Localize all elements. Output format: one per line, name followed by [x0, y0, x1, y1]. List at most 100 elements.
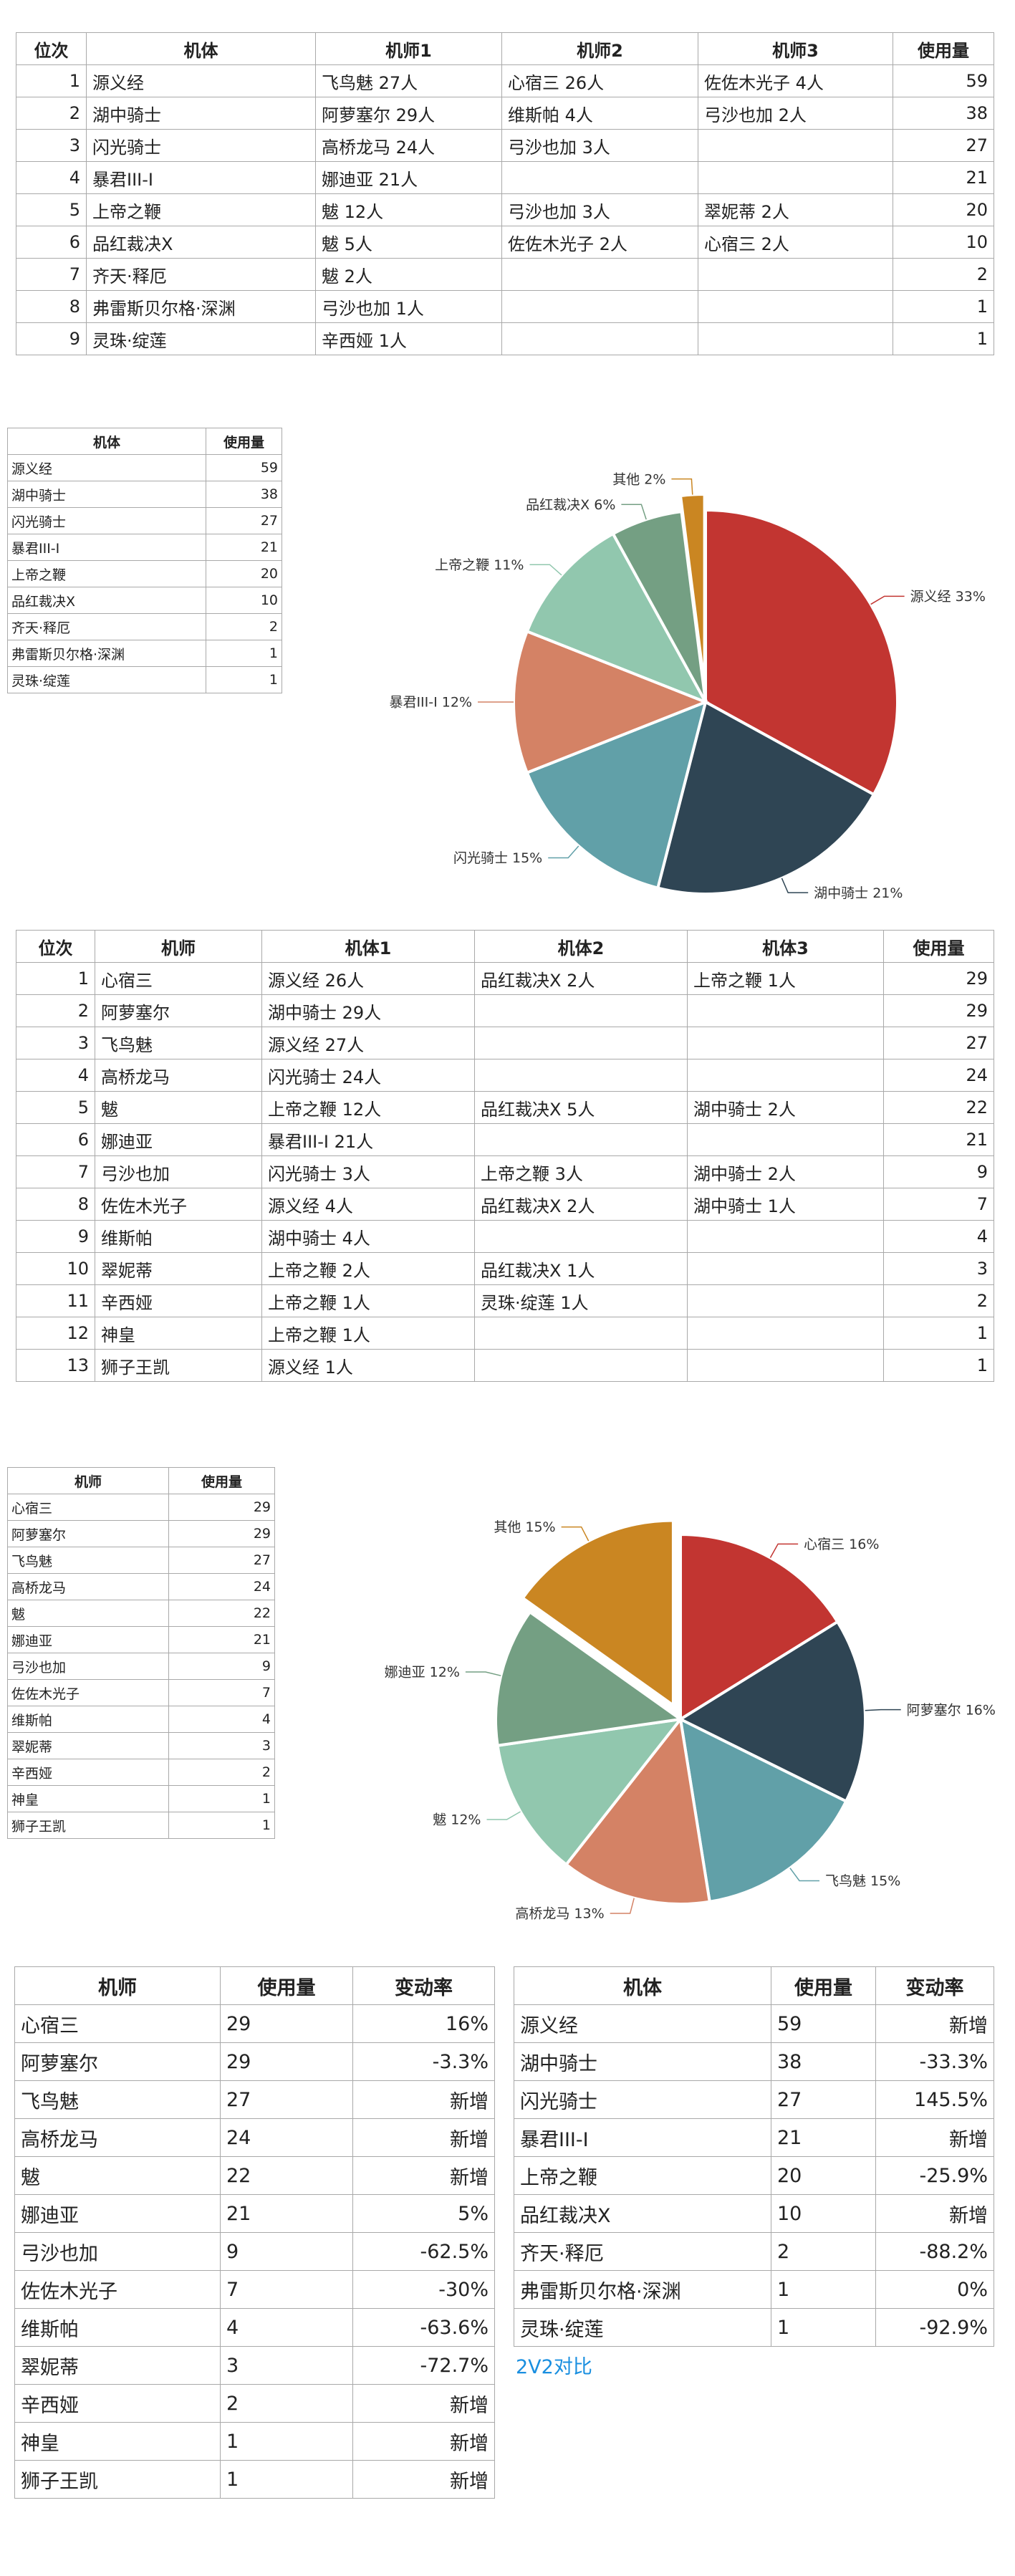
table-row: 弗雷斯贝尔格·深渊 1: [7, 640, 282, 667]
table-cell: 3: [168, 1732, 275, 1759]
pie-slice: [525, 699, 708, 890]
table-cell: 1: [893, 322, 994, 355]
table-cell: 维斯帕: [7, 1706, 169, 1733]
table-cell: 阿萝塞尔 29人: [315, 97, 502, 130]
column-header: 使用量: [206, 428, 282, 455]
column-header: 机体3: [687, 930, 884, 963]
table-cell: 维斯帕: [95, 1220, 262, 1253]
table-cell: 0%: [875, 2270, 994, 2309]
table-cell: 灵珠·绽莲 1人: [474, 1284, 688, 1317]
table-cell: 13: [16, 1349, 95, 1382]
table-row: 齐天·释厄 2 -88.2%: [514, 2232, 994, 2271]
table-header-row: 机体 使用量: [7, 428, 282, 455]
table-cell: [474, 1220, 688, 1253]
table-row: 5 上帝之鞭魃 12人 弓沙也加 3人 翠妮蒂 2人 20: [16, 193, 994, 226]
pilot-usage-pie-chart: 心宿三 16% 阿萝塞尔 16% 飞鸟魅 15% 高桥龙马 13% 魃 12% 娜迪亚 1…: [385, 1519, 996, 1922]
table-row: 源义经 59 新增: [514, 2004, 994, 2043]
pie-slice: [512, 629, 710, 775]
table-cell: 高桥龙马: [95, 1059, 262, 1092]
table-row: 3 飞鸟魅 源义经 27人 27: [16, 1027, 994, 1059]
2v2-compare-link[interactable]: 2V2对比: [516, 2356, 592, 2378]
table-cell: 1: [220, 2422, 353, 2461]
pie-label-line: [465, 1671, 501, 1676]
table-cell: 上帝之鞭: [514, 2156, 771, 2195]
table-row: 闪光骑士 27 145.5%: [514, 2080, 994, 2119]
table-cell: 12: [16, 1317, 95, 1350]
table-cell: 湖中骑士: [86, 97, 316, 130]
table-cell: 佐佐木光子 4人: [698, 64, 893, 97]
table-cell: 2: [16, 97, 87, 130]
table-cell: 源义经 1人: [261, 1349, 475, 1382]
table-cell: 5: [16, 193, 87, 226]
table-cell: [501, 258, 698, 291]
table-cell: 湖中骑士 2人: [687, 1155, 884, 1188]
column-header: 位次: [16, 32, 87, 65]
table-cell: 心宿三: [7, 1494, 169, 1521]
table-cell: 辛西娅: [7, 1759, 169, 1786]
table-cell: 3: [16, 129, 87, 162]
pie-slice: [494, 1610, 685, 1747]
table-row: 心宿三 29 16%: [14, 2004, 495, 2043]
column-header: 机体: [514, 1966, 771, 2005]
table-cell: 11: [16, 1284, 95, 1317]
table-cell: 8: [16, 1188, 95, 1221]
table-row: 6 娜迪亚 暴君III-I 21人 21: [16, 1123, 994, 1156]
table-row: 弗雷斯贝尔格·深渊 1 0%: [514, 2270, 994, 2309]
table-cell: 3: [220, 2346, 353, 2385]
table-row: 弓沙也加 9 -62.5%: [14, 2232, 495, 2271]
table-cell: 16%: [352, 2004, 495, 2043]
table-cell: 阿萝塞尔: [95, 994, 262, 1027]
table-cell: 4: [16, 1059, 95, 1092]
table-row: 9 维斯帕 湖中骑士 4人 4: [16, 1220, 994, 1253]
table-cell: 维斯帕 4人: [501, 97, 698, 130]
pie-label-line: [671, 478, 693, 495]
column-header: 变动率: [875, 1966, 994, 2005]
pie-label-line: [548, 845, 579, 859]
table-cell: 源义经: [7, 454, 206, 481]
pie-slice: [525, 532, 709, 705]
pie-slice: [704, 508, 899, 797]
table-cell: 27: [893, 129, 994, 162]
table-cell: 21: [206, 534, 282, 561]
table-cell: 上帝之鞭 2人: [261, 1252, 475, 1285]
table-cell: 27: [220, 2080, 353, 2119]
table-cell: 22: [220, 2156, 353, 2195]
pie-slice-label: 娜迪亚 12%: [385, 1665, 460, 1681]
column-header: 使用量: [771, 1966, 876, 2005]
table-row: 1 心宿三 源义经 26人 品红裁决X 2人 上帝之鞭 1人 29: [16, 962, 994, 995]
mech-change-table: 机体 使用量 变动率 源义经 59 新增 湖中骑士 38 -33.3% 闪光骑士 27 145.5%…: [514, 1966, 994, 2347]
column-header: 位次: [16, 930, 95, 963]
table-header-row: 机师 使用量: [7, 1467, 275, 1494]
table-cell: 24: [168, 1573, 275, 1600]
table-cell: -72.7%: [352, 2346, 495, 2385]
table-row: 翠妮蒂 3: [7, 1732, 275, 1759]
table-row: 魃 22: [7, 1600, 275, 1627]
column-header: 机师1: [315, 32, 502, 65]
table-cell: 魃: [95, 1091, 262, 1124]
table-cell: -33.3%: [875, 2042, 994, 2081]
table-cell: 9: [220, 2232, 353, 2271]
table-cell: 暴君III-I: [86, 161, 316, 194]
table-cell: -63.6%: [352, 2308, 495, 2347]
table-cell: 阿萝塞尔: [7, 1520, 169, 1547]
table-cell: -25.9%: [875, 2156, 994, 2195]
column-header: 使用量: [893, 32, 994, 65]
table-cell: 品红裁决X: [7, 587, 206, 614]
table-cell: 狮子王凯: [7, 1812, 169, 1839]
table-cell: 源义经 26人: [261, 962, 475, 995]
table-cell: 神皇: [7, 1785, 169, 1812]
table-row: 飞鸟魅 27 新增: [14, 2080, 495, 2119]
table-row: 维斯帕 4 -63.6%: [14, 2308, 495, 2347]
table-cell: 59: [893, 64, 994, 97]
table-cell: 8: [16, 290, 87, 323]
table-cell: 新增: [875, 2118, 994, 2157]
table-cell: 弗雷斯贝尔格·深渊: [514, 2270, 771, 2309]
table-cell: 湖中骑士: [514, 2042, 771, 2081]
table-cell: [698, 129, 893, 162]
table-row: 灵珠·绽莲 1: [7, 666, 282, 693]
table-cell: 灵珠·绽莲: [86, 322, 316, 355]
table-cell: 5: [16, 1091, 95, 1124]
table-cell: 1: [16, 64, 87, 97]
table-cell: 21: [220, 2194, 353, 2233]
pie-label-line: [561, 1526, 590, 1542]
